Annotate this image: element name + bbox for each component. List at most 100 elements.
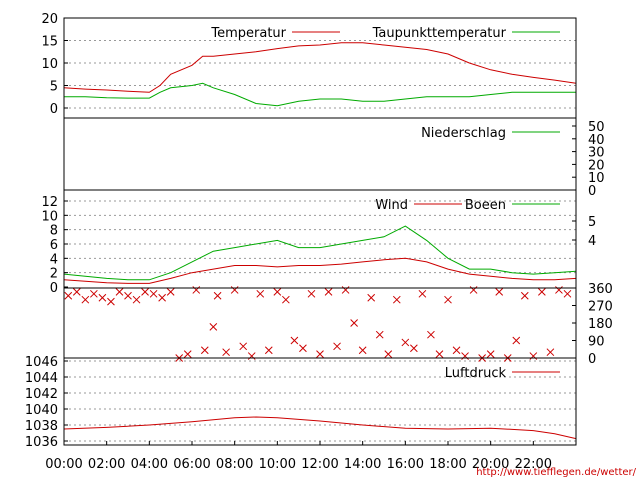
wind-direction-point: [529, 352, 538, 360]
ytick-label-pressure: 1042: [25, 387, 58, 402]
wind-direction-point: [316, 350, 324, 358]
wind-direction-point: [333, 342, 341, 351]
xtick-label: 20:00: [472, 457, 509, 472]
axes-layer: [63, 17, 577, 446]
wind-direction-point: [200, 346, 209, 355]
ytick-right-label-precipitation: 30: [588, 146, 605, 161]
wind-direction-point: [375, 330, 384, 339]
wind-direction-point: [149, 289, 158, 298]
wind-direction-point: [282, 295, 290, 304]
ytick-right-label-precipitation: 0: [588, 184, 596, 199]
ytick-right-label-wind_direction: 180: [588, 317, 613, 332]
legend-label-luftdruck: Luftdruck: [445, 366, 507, 381]
ytick-label-pressure: 1040: [25, 403, 58, 418]
wind-direction-point: [132, 295, 141, 304]
legend-label-boeen: Boeen: [465, 198, 506, 213]
wind-direction-point: [461, 352, 469, 360]
series-line-luftdruck: [63, 416, 577, 440]
series-line-taupunkttemperatur: [64, 82, 576, 107]
xtick-label: 18:00: [429, 457, 466, 472]
wind-direction-point: [358, 346, 367, 355]
xtick-label: 04:00: [131, 457, 168, 472]
wind-direction-point: [107, 297, 115, 306]
xtick-label: 00:00: [45, 457, 82, 472]
wind-direction-point: [90, 289, 98, 298]
wind-direction-point: [299, 344, 307, 353]
footer-url[interactable]: http://www.tiefflegen.de/wetter/: [476, 467, 636, 478]
legend-label-niederschlag: Niederschlag: [421, 126, 506, 141]
wind-direction-point: [384, 350, 393, 358]
ytick-label-wind: 2: [50, 267, 58, 282]
wind-direction-point: [213, 291, 222, 300]
xtick-label: 14:00: [344, 457, 381, 472]
wind-direction-point: [230, 286, 239, 294]
ytick-label-pressure: 1036: [25, 435, 58, 450]
wind-direction-point: [64, 291, 73, 300]
xtick-label: 06:00: [173, 457, 210, 472]
xtick-label: 02:00: [88, 457, 125, 472]
wind-direction-point: [418, 289, 427, 298]
ytick-label-temperature: 10: [41, 57, 58, 72]
ytick-label-pressure: 1044: [25, 371, 58, 386]
legend-label-temperatur: Temperatur: [210, 26, 286, 41]
wind-direction-point: [81, 295, 90, 304]
wind-direction-point: [563, 289, 572, 298]
wind-direction-point: [538, 288, 546, 296]
ytick-right-label-wind_direction: 90: [588, 335, 605, 350]
series-line-boeen: [63, 225, 577, 281]
wind-direction-point: [166, 288, 175, 296]
legend-label-wind: Wind: [375, 198, 408, 213]
xtick-label: 22:00: [515, 457, 552, 472]
wind-direction-point: [273, 288, 282, 296]
ytick-right-label-precipitation: 20: [588, 158, 605, 173]
wind-direction-point: [555, 286, 563, 294]
panel-frame-wind_direction: [63, 287, 577, 359]
ytick-right-label-precipitation: 50: [588, 120, 605, 135]
series-line-wind: [63, 257, 577, 284]
ytick-label-pressure: 1046: [25, 355, 58, 370]
wind-direction-point: [495, 288, 504, 296]
wind-direction-point: [264, 346, 273, 355]
ytick-right-label-wind: 5: [588, 215, 596, 230]
ytick-right-label-precipitation: 40: [588, 133, 605, 148]
wind-direction-point: [324, 288, 333, 296]
wind-direction-point: [546, 348, 555, 357]
wind-direction-point: [222, 348, 230, 357]
wind-direction-point: [247, 352, 256, 360]
wind-direction-point: [192, 286, 201, 294]
ytick-label-wind: 8: [50, 224, 58, 239]
wind-direction-point: [444, 295, 452, 304]
xtick-label: 10:00: [259, 457, 296, 472]
ytick-right-label-wind_direction: 360: [588, 282, 613, 297]
ytick-right-label-wind_direction: 0: [588, 352, 596, 367]
wind-direction-point: [367, 293, 376, 302]
ytick-label-temperature: 20: [41, 12, 58, 27]
ytick-right-label-wind: 4: [588, 234, 596, 249]
wind-direction-point: [307, 289, 316, 298]
wind-direction-point: [520, 291, 529, 300]
wind-direction-point: [239, 342, 248, 351]
wind-direction-point: [141, 288, 149, 296]
wind-direction-point: [115, 288, 124, 296]
ytick-label-wind: 10: [41, 209, 58, 224]
ytick-right-label-wind_direction: 270: [588, 300, 613, 315]
ytick-label-temperature: 5: [50, 80, 58, 95]
ytick-label-temperature: 0: [50, 102, 58, 117]
wind-direction-point: [469, 286, 478, 294]
wind-direction-point: [435, 350, 444, 358]
ytick-right-label-precipitation: 10: [588, 171, 605, 186]
wind-direction-point: [256, 289, 265, 298]
ytick-label-temperature: 15: [41, 35, 58, 50]
wind-direction-point: [183, 350, 192, 358]
ytick-label-wind: 0: [50, 281, 58, 296]
xtick-label: 16:00: [387, 457, 424, 472]
ytick-label-wind: 4: [50, 252, 58, 267]
wind-direction-point: [209, 323, 218, 331]
wind-direction-point: [72, 288, 81, 296]
xtick-label: 12:00: [301, 457, 338, 472]
wind-direction-point: [98, 293, 107, 302]
legend-label-taupunkttemperatur: Taupunkttemperatur: [372, 26, 507, 41]
wind-direction-point: [512, 336, 521, 345]
ytick-label-wind: 12: [41, 195, 58, 210]
